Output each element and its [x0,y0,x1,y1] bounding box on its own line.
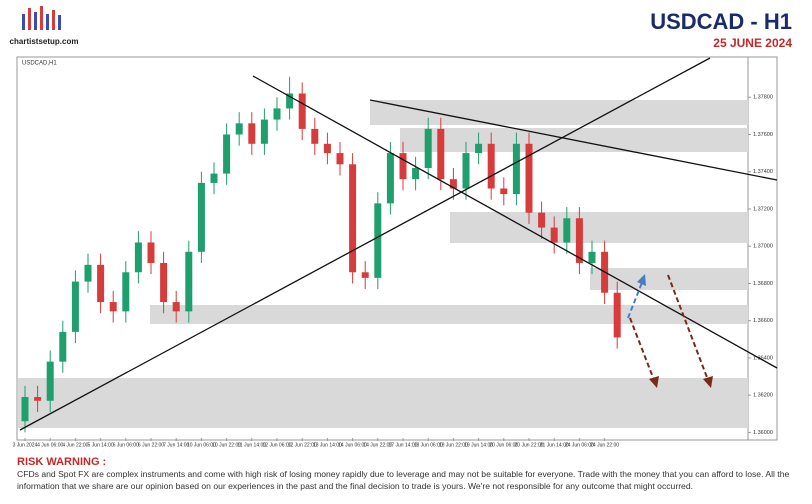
candle-body [210,173,218,183]
candle-body [109,302,117,312]
candle-body [223,134,231,174]
candle-body [134,242,142,273]
y-tick-label: 1.36200 [753,393,773,399]
candle-body [500,188,508,195]
y-tick-label: 1.36600 [753,318,773,324]
candle-body [59,331,67,362]
candle-body [260,119,268,144]
candle-body [323,143,331,154]
y-tick-label: 1.36000 [753,430,773,436]
candle-body [563,218,571,243]
candle-body [575,218,583,263]
candle-body [160,262,168,303]
header-date: 25 JUNE 2024 [713,36,792,50]
x-tick-label: 4 Jun 06:00 [37,442,63,448]
candle-body [97,264,105,303]
candle-body [525,143,533,213]
x-tick-label: 4 Jun 22:00 [62,442,88,448]
zones [18,100,748,428]
candle-body [286,93,294,109]
x-tick-label: 10 Jun 22:00 [212,442,241,448]
x-tick-label: 3 Jun 2024 [13,442,38,448]
x-tick-label: 13 Jun 14:00 [313,442,342,448]
candle-body [424,128,432,168]
candle-body [512,143,520,195]
x-tick-label: 11 Jun 14:00 [238,442,267,448]
candle-body [449,179,457,189]
candle-body [248,123,256,144]
candle-body [475,143,483,154]
candle-body [487,143,495,189]
candle-body [538,212,546,228]
candle-body [336,153,344,165]
candle-body [349,164,357,273]
candle-body [235,123,243,135]
x-tick-label: 20 Jun 22:00 [515,442,544,448]
x-tick-label: 5 Jun 14:00 [88,442,114,448]
x-tick-label: 6 Jun 22:00 [138,442,164,448]
candle-body [172,302,180,312]
x-tick-label: 18 Jun 06:00 [414,442,443,448]
candle-body [412,168,420,180]
candle-body [462,153,470,189]
candle-body [46,361,54,401]
x-tick-label: 12 Jun 06:00 [263,442,292,448]
candle-body [311,128,319,144]
arrows [627,274,713,388]
x-tick-label: 17 Jun 14:00 [389,442,418,448]
x-tick-label: 10 Jun 06:00 [187,442,216,448]
x-tick-label: 24 Jun 06:00 [565,442,594,448]
x-tick-label: 21 Jun 14:00 [540,442,569,448]
chart: chartistsetup.com USDCAD - H1 25 JUNE 20… [10,6,792,448]
candle-body [399,153,407,180]
y-tick-label: 1.36400 [753,355,773,361]
x-tick-label: 19 Jun 14:00 [464,442,493,448]
candle-body [613,292,621,338]
header-title: USDCAD - H1 [650,9,792,34]
logo-icon [22,6,61,30]
candle-body [361,272,369,278]
x-tick-label: 24 Jun 22:00 [590,442,619,448]
candle-body [185,251,193,312]
candle-body [71,281,79,332]
y-tick-label: 1.37000 [753,244,773,250]
x-tick-label: 18 Jun 22:00 [439,442,468,448]
y-tick-label: 1.37800 [753,95,773,101]
candle-body [550,227,558,243]
candle-body [147,242,155,263]
x-tick-label: 7 Jun 14:00 [163,442,189,448]
plot: 1.36000 1.36200 1.36400 1.36600 1.36800 1.370… [13,76,773,448]
risk-heading: RISK WARNING : [17,456,107,468]
x-tick-label: 12 Jun 22:00 [288,442,317,448]
y-tick-label: 1.37400 [753,169,773,175]
y-tick-label: 1.37600 [753,132,773,138]
candle-body [84,264,92,282]
candle-body [197,182,205,252]
symbol-label: USDCAD,H1 [22,61,57,67]
x-tick-label: 14 Jun 22:00 [363,442,392,448]
candle-body [34,397,42,401]
y-tick-label: 1.36800 [753,281,773,287]
x-tick-label: 14 Jun 06:00 [338,442,367,448]
candle-body [374,203,382,278]
risk-text: CFDs and Spot FX are complex instruments… [17,469,790,491]
candle-body [273,108,281,120]
candle-body [386,153,394,204]
candle-body [21,397,29,422]
brand: chartistsetup.com [10,37,79,46]
y-tick-label: 1.37200 [753,206,773,212]
candle-body [588,251,596,263]
risk-warning: RISK WARNING : CFDs and Spot FX are comp… [17,456,795,492]
candle-body [122,272,130,312]
candle-body [298,93,306,129]
candle-body [437,128,445,180]
trend-lines [19,57,778,431]
x-tick-label: 6 Jun 06:00 [113,442,139,448]
x-tick-label: 20 Jun 06:00 [489,442,518,448]
